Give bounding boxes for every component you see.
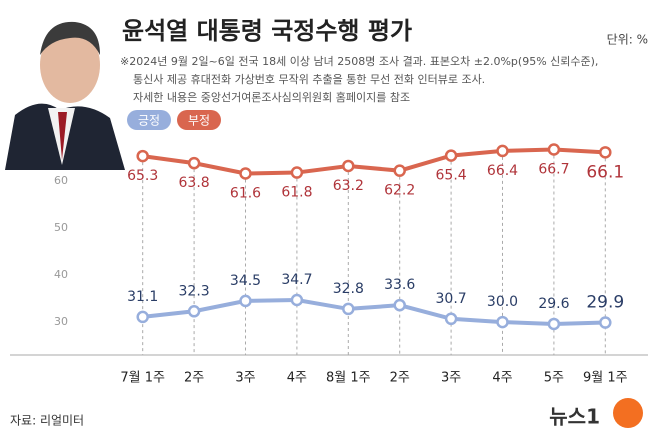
data-point <box>547 317 561 331</box>
legend-swatch <box>177 110 221 130</box>
data-point <box>496 315 509 329</box>
legend-label: 부정 <box>188 114 210 128</box>
x-tick-label: 8월 1주 <box>326 371 371 386</box>
data-label: 31.1 <box>127 289 158 305</box>
x-tick-label: 7월 1주 <box>120 371 165 386</box>
data-label: 66.7 <box>538 162 569 178</box>
data-point <box>444 149 458 162</box>
unit: 단위: % <box>607 33 648 47</box>
data-label: 61.8 <box>281 185 312 201</box>
y-tick-label: 30 <box>54 315 68 328</box>
x-tick-label: 3주 <box>441 371 461 386</box>
data-point <box>239 167 252 180</box>
data-label: 32.8 <box>333 281 364 297</box>
x-tick-label: 2주 <box>184 371 204 386</box>
data-label: 29.9 <box>586 293 624 313</box>
data-point <box>393 164 406 177</box>
data-label: 66.1 <box>586 162 624 182</box>
data-point <box>136 149 149 163</box>
data-label: 32.3 <box>179 283 210 299</box>
x-tick-label: 3주 <box>235 371 255 386</box>
note: 통신사 제공 휴대전화 가상번호 무작위 추출을 통한 무선 전화 인터뷰로 조… <box>133 73 485 86</box>
data-point <box>547 143 561 156</box>
data-point <box>342 159 355 173</box>
series-line <box>142 297 606 326</box>
logo-text: 뉴스1 <box>549 405 600 429</box>
series-line <box>142 147 606 176</box>
note: ※2024년 9월 2일~6일 전국 18세 이상 남녀 2508명 조사 결과… <box>120 54 598 68</box>
source: 자료: 리얼미터 <box>10 414 84 428</box>
data-label: 33.6 <box>384 277 415 293</box>
x-tick-label: 4주 <box>492 371 512 386</box>
data-point <box>496 144 509 158</box>
x-tick-label: 9월 1주 <box>583 371 628 386</box>
data-label: 61.6 <box>230 185 261 201</box>
y-tick-label: 60 <box>54 174 68 187</box>
data-point <box>599 146 612 159</box>
data-point <box>239 294 252 308</box>
x-tick-label: 5주 <box>544 371 564 386</box>
x-tick-label: 2주 <box>390 371 410 386</box>
data-label: 66.4 <box>487 163 518 179</box>
data-point <box>393 298 406 312</box>
logo: 뉴스1 <box>549 398 643 429</box>
data-label: 30.0 <box>487 294 518 310</box>
data-label: 63.8 <box>179 175 210 191</box>
portrait <box>5 21 125 170</box>
data-point <box>187 156 201 170</box>
data-point <box>136 310 149 324</box>
legend-swatch <box>127 110 171 130</box>
y-tick-label: 40 <box>54 268 68 281</box>
chart-title: 윤석열 대통령 국정수행 평가 <box>122 17 412 45</box>
data-label: 63.2 <box>333 178 364 194</box>
y-tick-label: 50 <box>54 221 68 234</box>
data-point <box>342 302 355 316</box>
data-point <box>599 316 612 329</box>
data-point <box>290 293 304 307</box>
data-point <box>444 312 458 326</box>
legend-label: 긍정 <box>138 114 160 128</box>
data-label: 65.4 <box>436 168 467 184</box>
note: 자세한 내용은 중앙선거여론조사심의위원회 홈페이지를 참조 <box>133 90 410 104</box>
data-label: 34.7 <box>281 272 312 288</box>
logo-mark <box>613 398 643 428</box>
data-label: 30.7 <box>436 291 467 307</box>
x-tick-label: 4주 <box>287 371 307 386</box>
data-point <box>290 166 304 179</box>
data-label: 65.3 <box>127 168 158 184</box>
data-label: 34.5 <box>230 273 261 289</box>
data-point <box>187 305 201 318</box>
data-label: 62.2 <box>384 183 415 199</box>
data-label: 29.6 <box>538 296 569 312</box>
